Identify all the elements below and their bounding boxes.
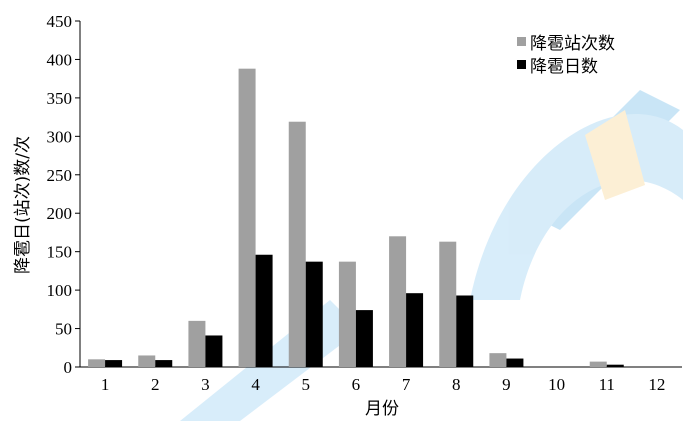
y-tick-label: 350	[47, 89, 73, 108]
x-tick-label: 4	[251, 375, 260, 394]
y-tick-label: 250	[47, 166, 73, 185]
legend-swatch	[517, 60, 526, 69]
bar-hail-days	[155, 360, 173, 367]
bar-hail-station-count	[489, 353, 507, 367]
x-tick-label: 3	[201, 375, 210, 394]
y-tick-label: 200	[47, 204, 73, 223]
x-tick-label: 10	[548, 375, 565, 394]
bar-hail-station-count	[338, 261, 356, 367]
bar-hail-days	[105, 360, 123, 367]
bar-hail-station-count	[88, 359, 106, 367]
y-tick-label: 400	[47, 50, 73, 69]
bar-hail-station-count	[589, 361, 607, 367]
bar-hail-days	[255, 254, 273, 367]
bar-hail-days	[355, 310, 373, 367]
bar-hail-station-count	[439, 241, 457, 367]
x-tick-label: 11	[599, 375, 615, 394]
x-tick-label: 9	[502, 375, 511, 394]
y-tick-label: 50	[55, 320, 72, 339]
x-tick-label: 6	[352, 375, 361, 394]
y-tick-label: 0	[64, 358, 73, 377]
bar-hail-station-count	[138, 355, 156, 367]
legend-label: 降雹日数	[530, 57, 598, 77]
bar-hail-days	[305, 261, 323, 367]
y-tick-label: 150	[47, 243, 73, 262]
x-tick-label: 1	[101, 375, 110, 394]
bar-hail-station-count	[389, 236, 407, 367]
x-tick-label: 7	[402, 375, 411, 394]
bar-hail-days	[506, 358, 524, 367]
bar-hail-days	[406, 293, 424, 367]
bar-hail-days	[456, 295, 474, 367]
bar-hail-station-count	[238, 68, 256, 367]
bars-group	[88, 68, 624, 367]
x-tick-label: 5	[302, 375, 311, 394]
x-axis-title: 月份	[365, 399, 399, 419]
y-tick-label: 450	[47, 12, 73, 31]
y-axis-title: 降雹日(站次)数/次	[13, 136, 33, 274]
y-tick-label: 300	[47, 127, 73, 146]
x-tick-label: 8	[452, 375, 461, 394]
legend-label: 降雹站次数	[530, 34, 615, 54]
legend-swatch	[517, 37, 526, 46]
axes-group	[75, 20, 682, 368]
y-tick-label: 100	[47, 281, 73, 300]
x-tick-label: 12	[648, 375, 665, 394]
bar-hail-days	[205, 335, 223, 367]
bar-hail-station-count	[188, 320, 206, 367]
bar-hail-station-count	[288, 121, 306, 367]
x-tick-label: 2	[151, 375, 160, 394]
bar-hail-days	[606, 364, 624, 367]
